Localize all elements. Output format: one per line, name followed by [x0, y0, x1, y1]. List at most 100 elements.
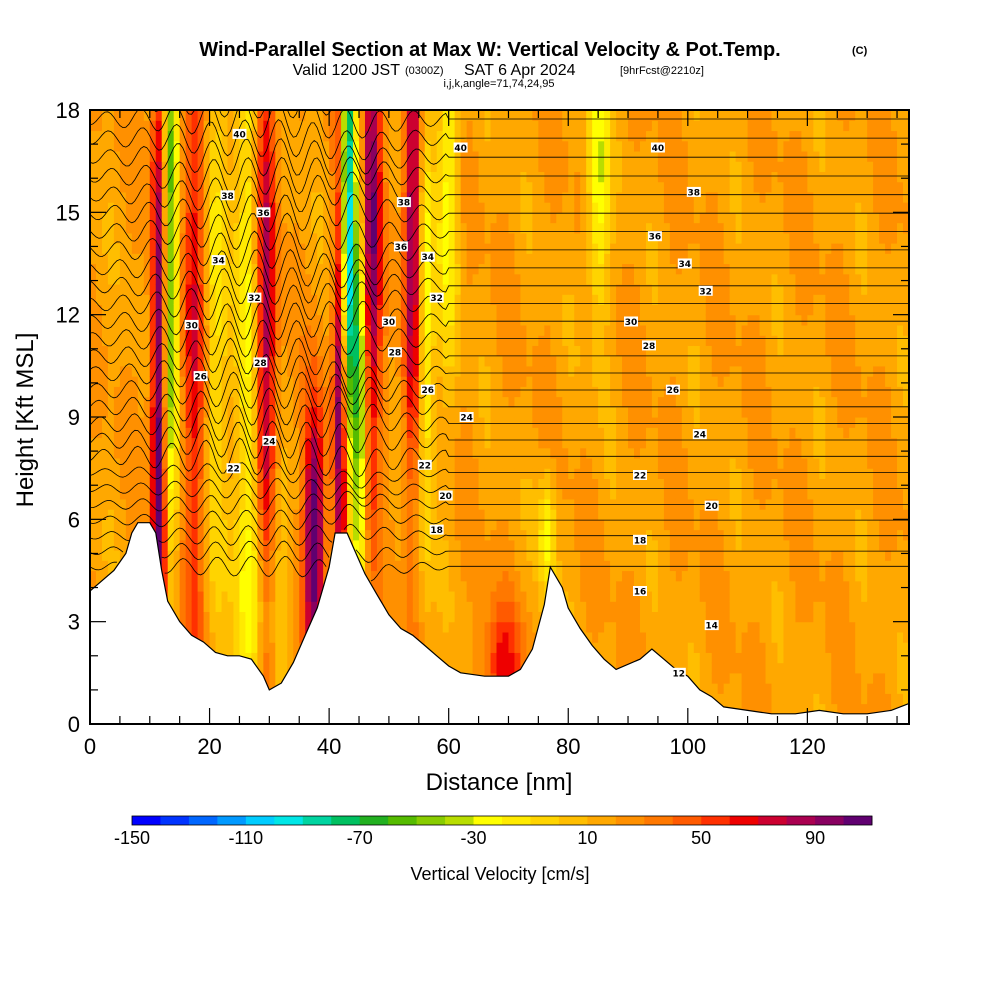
velocity-cell — [191, 181, 199, 193]
velocity-cell — [478, 314, 486, 326]
velocity-cell — [496, 161, 504, 172]
velocity-cell — [472, 601, 480, 613]
velocity-cell — [472, 386, 480, 398]
velocity-cell — [424, 202, 432, 213]
velocity-cell — [400, 478, 408, 490]
velocity-cell — [364, 283, 372, 295]
velocity-cell — [161, 529, 169, 541]
velocity-cell — [544, 457, 551, 469]
velocity-cell — [484, 263, 492, 275]
velocity-cell — [155, 335, 163, 346]
velocity-cell — [484, 120, 492, 132]
velocity-cell — [269, 447, 276, 459]
velocity-cell — [353, 110, 360, 121]
velocity-cell — [550, 529, 557, 541]
velocity-cell — [293, 294, 300, 306]
velocity-cell — [394, 590, 402, 602]
velocity-cell — [382, 212, 390, 224]
velocity-cell — [394, 601, 402, 613]
velocity-cell — [484, 150, 492, 162]
velocity-cell — [400, 529, 408, 541]
velocity-cell — [520, 355, 527, 367]
velocity-cell — [90, 468, 97, 479]
velocity-cell — [412, 539, 420, 551]
velocity-cell — [454, 304, 462, 316]
velocity-cell — [472, 171, 480, 183]
velocity-cell — [167, 376, 175, 387]
velocity-cell — [185, 478, 193, 490]
velocity-cell — [215, 590, 223, 602]
velocity-cell — [137, 427, 145, 439]
velocity-cell — [119, 376, 127, 387]
velocity-cell — [185, 417, 193, 428]
velocity-cell — [311, 437, 318, 449]
velocity-cell — [508, 570, 516, 582]
velocity-cell — [436, 529, 444, 541]
velocity-cell — [424, 580, 432, 592]
velocity-cell — [574, 560, 581, 572]
velocity-cell — [191, 621, 199, 633]
velocity-cell — [359, 345, 366, 357]
velocity-cell — [209, 498, 217, 510]
velocity-cell — [562, 202, 569, 213]
velocity-cell — [400, 161, 408, 172]
velocity-cell — [454, 181, 462, 193]
velocity-cell — [107, 191, 115, 203]
velocity-cell — [580, 437, 587, 449]
velocity-cell — [382, 110, 390, 121]
velocity-cell — [359, 263, 366, 275]
velocity-cell — [472, 335, 480, 346]
velocity-cell — [436, 447, 444, 459]
velocity-cell — [341, 150, 348, 162]
velocity-cell — [490, 509, 498, 520]
velocity-cell — [113, 304, 121, 316]
velocity-cell — [143, 140, 151, 152]
velocity-cell — [412, 590, 420, 602]
velocity-cell — [436, 314, 444, 326]
velocity-cell — [179, 324, 187, 336]
velocity-cell — [490, 120, 498, 132]
velocity-cell — [376, 263, 384, 275]
velocity-cell — [347, 324, 354, 336]
velocity-cell — [508, 437, 516, 449]
velocity-cell — [227, 283, 235, 295]
velocity-cell — [496, 570, 504, 582]
velocity-cell — [227, 560, 235, 572]
velocity-cell — [305, 171, 312, 183]
copyright-mark: (C) — [852, 45, 868, 57]
velocity-cell — [347, 396, 354, 408]
velocity-cell — [508, 273, 516, 285]
velocity-cell — [275, 161, 282, 172]
velocity-cell — [269, 457, 276, 469]
velocity-cell — [359, 150, 366, 162]
velocity-cell — [394, 560, 402, 572]
velocity-cell — [550, 468, 557, 479]
velocity-cell — [490, 150, 498, 162]
velocity-cell — [197, 120, 205, 132]
velocity-cell — [388, 478, 396, 490]
forecast-info: [9hrFcst@2210z] — [620, 65, 704, 77]
velocity-cell — [245, 222, 253, 234]
velocity-cell — [430, 304, 438, 316]
velocity-cell — [430, 161, 438, 172]
velocity-cell — [514, 539, 522, 551]
velocity-cell — [221, 355, 229, 367]
velocity-cell — [263, 140, 270, 152]
velocity-cell — [514, 335, 522, 346]
velocity-cell — [466, 550, 474, 561]
velocity-cell — [221, 611, 229, 623]
velocity-cell — [155, 283, 163, 295]
velocity-cell — [185, 590, 193, 602]
velocity-cell — [167, 140, 175, 152]
velocity-cell — [311, 181, 318, 193]
velocity-cell — [568, 335, 575, 346]
velocity-cell — [173, 120, 181, 132]
velocity-cell — [490, 570, 498, 582]
velocity-cell — [203, 202, 211, 213]
velocity-cell — [532, 304, 539, 316]
velocity-cell — [311, 263, 318, 275]
velocity-cell — [263, 611, 270, 623]
velocity-cell — [514, 427, 522, 439]
velocity-cell — [412, 457, 420, 469]
velocity-cell — [179, 150, 187, 162]
